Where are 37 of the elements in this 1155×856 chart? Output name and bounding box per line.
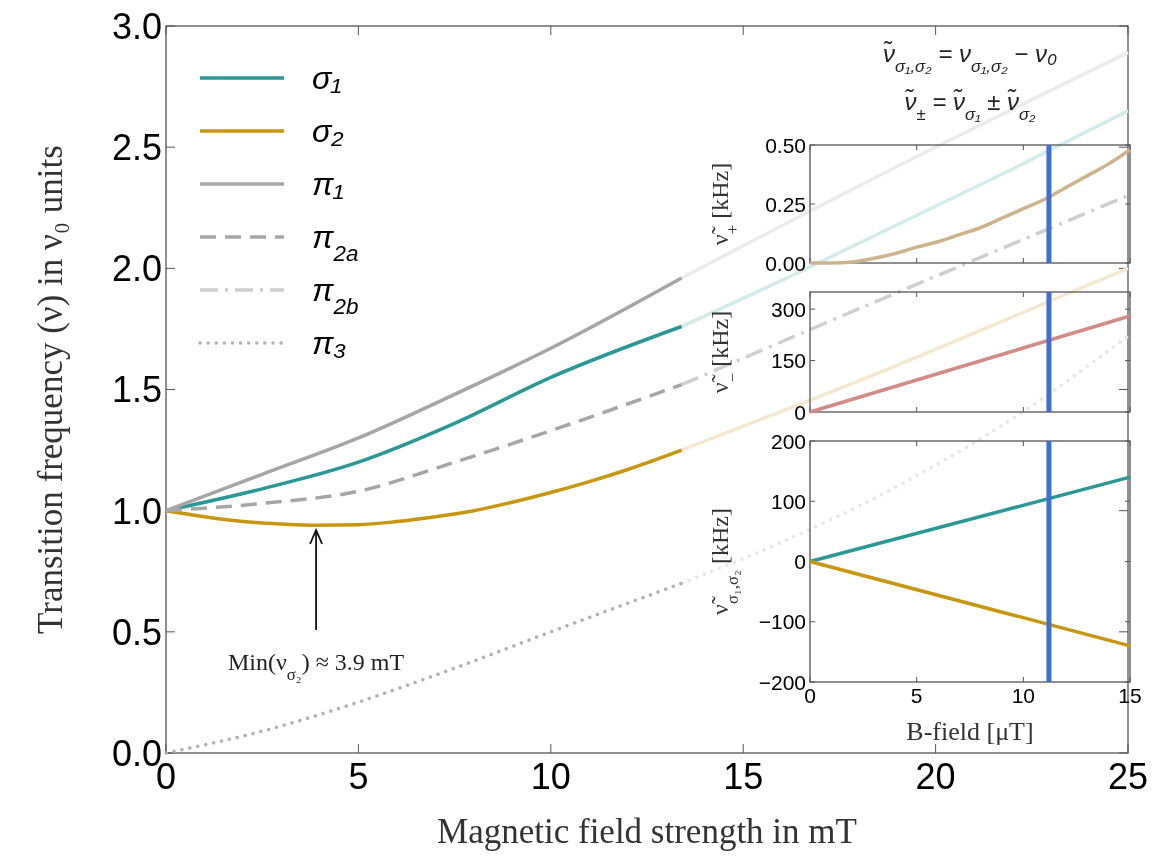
y-tick-label: 300 [770, 297, 806, 321]
legend-label: π₁ [312, 166, 344, 203]
y-tick-label: 100 [770, 489, 806, 513]
x-tick-label: 15 [723, 756, 764, 797]
y-tick-label: 3.0 [111, 5, 162, 47]
x-tick-label: 15 [1118, 684, 1142, 707]
y-tick-label: 0.25 [765, 192, 806, 216]
x-tick-label: 5 [910, 684, 923, 707]
x-axis-title: Magnetic field strength in mT [437, 812, 857, 851]
x-tick-label: 10 [530, 756, 571, 797]
y-tick-label: −100 [758, 610, 806, 634]
annotation: ν̃$_{±}$ = ν̃$_{σ₁}$ ± ν̃$_{σ₂}$ [904, 88, 1037, 124]
y-tick-label: 2.5 [111, 127, 162, 169]
y-tick-label: 0 [794, 400, 806, 424]
y-tick-label: 200 [770, 429, 806, 453]
y-tick-label: 0 [794, 550, 806, 574]
legend-label: π$_{2b}$ [312, 272, 359, 319]
y-tick-label: 0.5 [111, 611, 162, 653]
y-tick-label: 0.00 [765, 251, 806, 275]
x-tick-label: 25 [1107, 756, 1149, 797]
y-tick-label: 1.5 [111, 369, 162, 411]
annotation: ν̃$_{σ₁,σ₂}$ = ν$_{σ₁,σ₂}$ − ν₀ [882, 40, 1058, 76]
y-tick-label: 150 [770, 349, 806, 373]
y-axis-title: Transition frequency (ν) in ν₀ units [31, 145, 70, 634]
y-tick-label: −200 [758, 670, 806, 694]
x-axis-title: B-field [μT] [906, 717, 1034, 746]
annotation: Min(ν$_{σ₂}$) ≈ 3.9 mT [227, 649, 405, 684]
legend-label: σ₂ [312, 113, 344, 150]
legend-label: π$_{2a}$ [312, 219, 359, 266]
x-tick-label: 5 [348, 756, 369, 797]
y-tick-label: 1.0 [111, 490, 162, 532]
legend-label: σ₁ [312, 60, 342, 97]
x-tick-label: 20 [915, 756, 956, 797]
x-tick-label: 10 [1011, 684, 1036, 707]
y-tick-label: 2.0 [111, 248, 162, 290]
legend-label: π₃ [312, 325, 347, 362]
y-tick-label: 0.50 [765, 133, 806, 157]
